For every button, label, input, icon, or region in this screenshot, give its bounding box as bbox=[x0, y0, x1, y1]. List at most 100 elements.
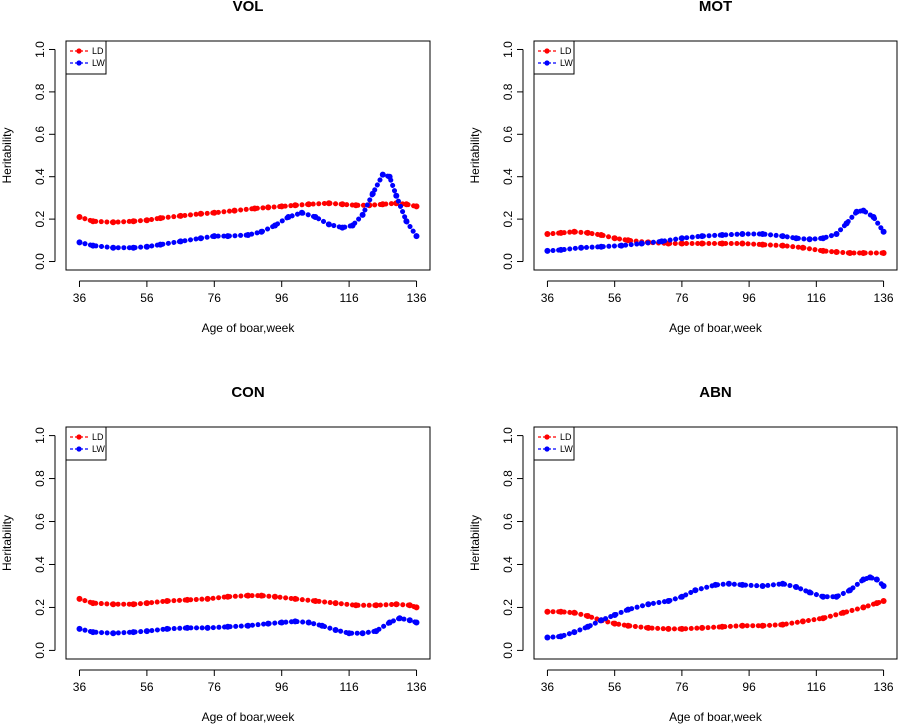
legend-box bbox=[533, 426, 575, 461]
data-point bbox=[719, 240, 726, 247]
x-tick-label: 36 bbox=[541, 680, 555, 694]
data-point bbox=[349, 222, 356, 229]
data-point bbox=[413, 233, 420, 240]
x-tick-label: 76 bbox=[208, 680, 222, 694]
data-point bbox=[843, 220, 850, 227]
y-axis-label: Heritability bbox=[468, 515, 482, 571]
data-point bbox=[265, 620, 272, 627]
data-point bbox=[678, 625, 685, 632]
chart-title: ABN bbox=[699, 384, 732, 401]
data-point bbox=[130, 629, 137, 636]
data-point bbox=[143, 600, 150, 607]
data-point bbox=[557, 633, 564, 640]
y-tick-label: 0.4 bbox=[33, 556, 47, 573]
data-point bbox=[806, 589, 813, 596]
legend-marker-ld bbox=[76, 434, 82, 440]
data-point bbox=[278, 203, 285, 210]
data-point bbox=[403, 218, 410, 225]
data-point bbox=[645, 624, 652, 631]
y-tick-label: 0.2 bbox=[33, 599, 47, 616]
data-point bbox=[880, 228, 887, 235]
data-point bbox=[833, 593, 840, 600]
data-point bbox=[211, 233, 218, 240]
data-point bbox=[184, 596, 191, 603]
y-tick-label: 0.0 bbox=[501, 642, 515, 659]
x-tick-label: 76 bbox=[675, 291, 689, 305]
legend-marker-lw bbox=[544, 60, 550, 66]
data-point bbox=[799, 244, 806, 251]
data-point bbox=[799, 618, 806, 625]
data-point bbox=[759, 583, 766, 589]
x-tick-label: 56 bbox=[608, 680, 622, 694]
data-point bbox=[245, 622, 251, 629]
data-point bbox=[359, 211, 366, 218]
data-point bbox=[578, 244, 585, 251]
series-line-ld bbox=[544, 598, 887, 632]
data-point bbox=[245, 592, 251, 599]
y-tick-label: 0.4 bbox=[501, 168, 515, 185]
series-ld bbox=[544, 598, 887, 632]
data-point bbox=[611, 612, 618, 618]
data-point bbox=[90, 242, 96, 249]
data-point bbox=[312, 598, 319, 604]
data-point bbox=[880, 250, 887, 256]
x-tick-label: 56 bbox=[608, 291, 622, 305]
x-tick-label: 56 bbox=[140, 291, 154, 305]
data-point bbox=[779, 621, 786, 628]
x-tick-label: 116 bbox=[340, 291, 359, 305]
series-lw bbox=[76, 171, 420, 251]
x-tick-label: 96 bbox=[742, 680, 756, 694]
chart-panel-abn: ABN 36 56 76 96 116 136 Age of boar,week 0.0 0.2 0… bbox=[468, 384, 898, 724]
data-point bbox=[292, 595, 299, 602]
data-point bbox=[820, 615, 827, 622]
data-point bbox=[130, 601, 137, 608]
data-point bbox=[860, 250, 867, 256]
data-point bbox=[870, 214, 877, 220]
data-point bbox=[339, 224, 346, 231]
series-lw bbox=[544, 574, 887, 641]
data-point bbox=[557, 246, 564, 253]
data-point bbox=[76, 625, 83, 632]
data-point bbox=[285, 214, 292, 220]
data-point bbox=[413, 604, 420, 611]
data-point bbox=[860, 207, 867, 214]
chart-title: MOT bbox=[699, 0, 732, 15]
data-point bbox=[305, 201, 312, 208]
data-point bbox=[598, 243, 605, 250]
data-point bbox=[699, 240, 706, 247]
x-tick-label: 96 bbox=[275, 291, 289, 305]
data-point bbox=[833, 249, 840, 255]
data-point bbox=[110, 219, 117, 226]
plot-frame bbox=[533, 426, 898, 660]
y-tick-label: 1.0 bbox=[33, 427, 47, 444]
x-tick-label: 136 bbox=[874, 291, 894, 305]
x-tick-label: 136 bbox=[874, 680, 894, 694]
data-point bbox=[298, 209, 305, 216]
data-point bbox=[793, 235, 800, 242]
chart-title: VOL bbox=[233, 0, 264, 15]
data-point bbox=[359, 630, 366, 637]
data-point bbox=[712, 581, 719, 588]
data-point bbox=[820, 593, 827, 600]
legend: LD LW bbox=[65, 40, 107, 75]
data-point bbox=[571, 629, 578, 636]
data-point bbox=[820, 247, 827, 254]
x-tick-label: 76 bbox=[208, 291, 222, 305]
data-point bbox=[339, 201, 346, 208]
data-point bbox=[557, 229, 564, 236]
data-point bbox=[90, 600, 96, 607]
data-point bbox=[853, 208, 860, 215]
chart-panel-con: CON 36 56 76 96 116 136 Age of boar,week 0.0 0.2 0… bbox=[0, 384, 431, 724]
x-tick-label: 36 bbox=[73, 291, 87, 305]
y-tick-label: 0.0 bbox=[501, 253, 515, 270]
data-point bbox=[692, 587, 699, 594]
data-point bbox=[611, 235, 618, 242]
legend-marker-ld bbox=[76, 48, 82, 54]
data-point bbox=[231, 207, 238, 214]
x-tick-label: 96 bbox=[742, 291, 756, 305]
y-tick-label: 1.0 bbox=[501, 427, 515, 444]
data-point bbox=[204, 595, 211, 602]
data-point bbox=[779, 233, 786, 240]
legend-label: LW bbox=[92, 58, 105, 68]
legend-label: LD bbox=[92, 46, 104, 56]
